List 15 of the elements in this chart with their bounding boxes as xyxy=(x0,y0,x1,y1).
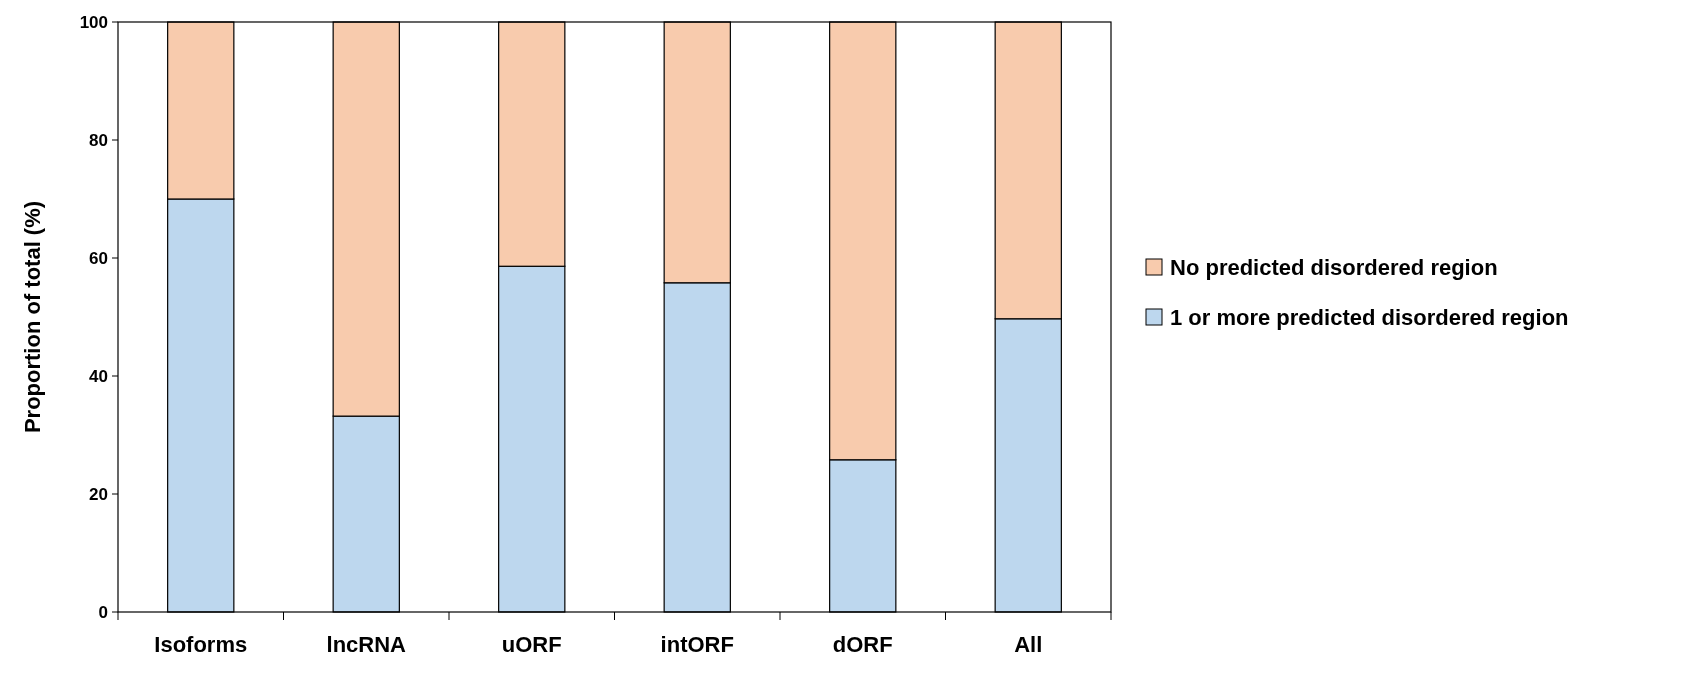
y-tick-label: 100 xyxy=(79,12,108,32)
x-tick-label: intORF xyxy=(660,632,734,657)
legend-label: 1 or more predicted disordered region xyxy=(1170,304,1569,330)
x-tick-label: dORF xyxy=(832,632,893,657)
x-tick-label: Isoforms xyxy=(154,632,248,657)
y-axis-title: Proportion of total (%) xyxy=(20,200,45,434)
y-tick-label: 20 xyxy=(89,484,108,504)
y-tick-label: 40 xyxy=(89,366,108,386)
x-tick-label: uORF xyxy=(501,632,562,657)
x-tick-label: All xyxy=(1014,632,1043,657)
y-tick-label: 0 xyxy=(98,602,108,622)
y-tick-label: 80 xyxy=(89,130,108,150)
legend-label: No predicted disordered region xyxy=(1170,254,1498,280)
x-tick-label: lncRNA xyxy=(326,632,407,657)
y-tick-label: 60 xyxy=(89,248,108,268)
